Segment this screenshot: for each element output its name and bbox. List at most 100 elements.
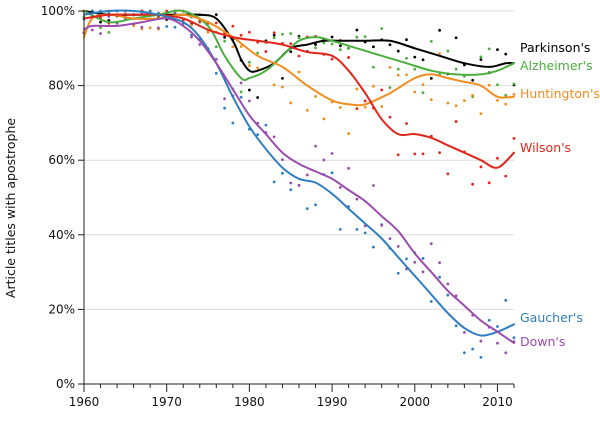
data-point-down-s [396,244,400,248]
data-point-huntington-s [471,94,475,97]
data-point-huntington-s [148,26,152,30]
data-point-huntington-s [372,84,375,88]
data-point-alzheimer-s [322,41,326,45]
data-point-huntington-s [429,98,433,102]
data-point-down-s [338,186,342,189]
data-point-down-s [140,25,144,29]
series-label-huntington-s: Huntington's [520,86,600,101]
data-point-alzheimer-s [372,65,375,69]
data-point-gaucher-s [173,25,177,29]
data-point-gaucher-s [281,171,284,175]
data-point-down-s [289,181,293,185]
data-point-huntington-s [413,90,417,94]
data-point-gaucher-s [289,188,293,192]
data-point-alzheimer-s [347,46,351,50]
data-point-wilson-s [347,56,351,59]
data-point-gaucher-s [231,121,235,125]
data-point-down-s [272,135,276,139]
data-point-parkinson-s [281,76,284,80]
data-point-gaucher-s [372,245,375,249]
data-point-wilson-s [330,57,334,61]
data-point-parkinson-s [479,58,483,61]
data-point-alzheimer-s [446,49,450,53]
data-point-wilson-s [297,54,301,58]
data-point-down-s [107,15,111,18]
data-point-huntington-s [190,23,193,27]
y-tick-label: 20% [48,302,75,316]
data-point-alzheimer-s [281,32,284,36]
data-point-gaucher-s [487,318,491,322]
data-point-huntington-s [363,105,367,109]
series-line-down-s [83,17,515,344]
data-point-down-s [239,81,243,85]
data-point-wilson-s [363,99,367,103]
data-point-huntington-s [305,108,309,112]
data-point-wilson-s [396,153,400,157]
data-point-down-s [90,28,94,32]
data-point-gaucher-s [446,293,450,297]
data-point-parkinson-s [338,44,342,48]
data-point-parkinson-s [214,13,218,17]
data-point-parkinson-s [396,49,400,53]
data-point-alzheimer-s [247,60,251,64]
data-point-down-s [190,35,193,39]
series-label-parkinson-s: Parkinson's [520,40,590,55]
x-tick-label: 1960 [69,395,100,409]
data-point-parkinson-s [421,58,425,62]
x-tick-label: 1990 [317,395,348,409]
data-point-down-s [372,184,375,187]
data-point-down-s [429,242,433,246]
data-point-down-s [462,330,466,334]
data-point-gaucher-s [504,298,508,302]
data-point-parkinson-s [314,43,317,46]
data-point-gaucher-s [396,271,400,275]
data-point-huntington-s [487,83,491,87]
series-line-wilson-s [83,13,515,169]
data-point-parkinson-s [330,35,334,39]
data-point-alzheimer-s [388,86,392,90]
data-point-wilson-s [380,88,384,92]
data-point-huntington-s [496,98,499,102]
data-point-alzheimer-s [413,67,417,71]
y-tick-label: 0% [56,377,75,391]
x-tick-label: 2000 [399,395,430,409]
data-point-gaucher-s [429,300,433,303]
y-axis-title: Article titles with apostrophe [3,118,18,299]
data-point-huntington-s [256,66,260,70]
data-point-alzheimer-s [496,83,499,87]
data-point-gaucher-s [471,347,475,351]
data-point-gaucher-s [512,336,516,340]
data-point-parkinson-s [99,20,102,24]
data-point-parkinson-s [471,78,475,82]
data-point-wilson-s [446,172,450,176]
data-point-gaucher-s [239,95,243,99]
data-point-wilson-s [289,42,293,46]
data-point-huntington-s [297,70,301,74]
gridlines [84,10,514,310]
data-point-alzheimer-s [338,48,342,52]
series-label-gaucher-s: Gaucher's [520,310,583,325]
data-point-huntington-s [438,52,441,55]
data-point-wilson-s [421,152,425,156]
data-point-parkinson-s [454,36,458,40]
data-point-alzheimer-s [297,36,301,40]
data-point-gaucher-s [421,257,425,260]
scatter-points [82,9,516,359]
data-point-huntington-s [132,24,136,28]
data-point-huntington-s [247,64,251,68]
data-point-wilson-s [496,156,499,160]
data-point-gaucher-s [462,351,466,355]
data-point-down-s [347,166,351,170]
data-point-down-s [214,57,218,61]
data-point-gaucher-s [264,123,268,127]
y-tick-label: 80% [48,79,75,93]
data-point-alzheimer-s [429,40,433,43]
data-point-parkinson-s [438,28,441,32]
data-point-huntington-s [380,105,384,108]
data-point-alzheimer-s [214,45,218,49]
data-point-huntington-s [479,112,483,116]
data-point-wilson-s [214,21,218,25]
data-point-alzheimer-s [380,27,384,30]
data-point-down-s [504,351,508,355]
